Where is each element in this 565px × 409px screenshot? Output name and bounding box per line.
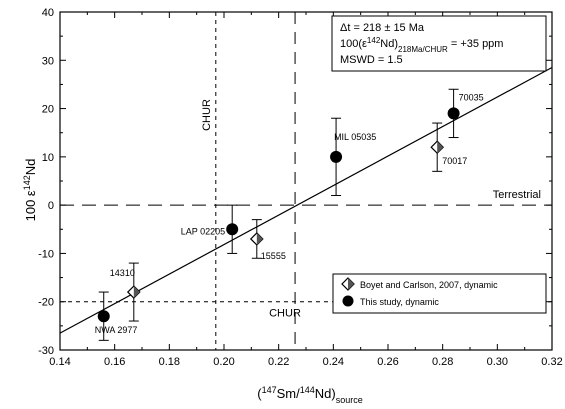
legend: Boyet and Carlson, 2007, dynamic This st… (333, 274, 546, 313)
x-tick-label: 0.32 (541, 356, 562, 368)
x-tick-label: 0.26 (377, 356, 398, 368)
data-point-circle (226, 223, 238, 235)
data-point-circle (448, 107, 460, 119)
data-point-label: 70035 (459, 92, 484, 102)
data-point-diamond-shade (437, 141, 443, 153)
chur-horizontal-label: CHUR (269, 308, 301, 320)
x-tick-label: 0.24 (323, 356, 344, 368)
legend-circle-icon (343, 296, 354, 307)
data-point-diamond-shade (257, 233, 263, 245)
data-point-label: 15555 (261, 251, 286, 261)
x-tick-label: 0.28 (432, 356, 453, 368)
legend-entry-this-study: This study, dynamic (360, 297, 439, 307)
x-tick-label: 0.16 (104, 356, 125, 368)
y-tick-label: 0 (48, 200, 54, 212)
y-tick-label: -30 (38, 345, 54, 357)
data-point-diamond-shade (134, 286, 140, 298)
x-tick-label: 0.30 (487, 356, 508, 368)
data-point-label: NWA 2977 (95, 325, 138, 335)
data-point-circle (98, 310, 110, 322)
annotation-line-3: MSWD = 1.5 (340, 54, 403, 66)
x-axis-title: (147Sm/144Nd)source (257, 385, 363, 404)
x-tick-label: 0.18 (159, 356, 180, 368)
legend-entry-boyet: Boyet and Carlson, 2007, dynamic (360, 280, 498, 290)
y-tick-label: 10 (42, 152, 54, 164)
x-tick-label: 0.22 (268, 356, 289, 368)
y-axis-title: 100 ε142Nd (22, 159, 38, 222)
y-tick-label: -20 (38, 297, 54, 309)
terrestrial-label: Terrestrial (493, 189, 541, 201)
data-point-circle (330, 151, 342, 163)
y-tick-label: -10 (38, 248, 54, 260)
data-point-label: 14310 (110, 268, 135, 278)
x-tick-label: 0.20 (213, 356, 234, 368)
data-point-label: LAP 02205 (181, 226, 225, 236)
x-tick-label: 0.14 (49, 356, 70, 368)
y-tick-label: 20 (42, 104, 54, 116)
data-point-label: 70017 (442, 156, 467, 166)
data-point-label: MIL 05035 (334, 132, 376, 142)
y-tick-label: 40 (42, 7, 54, 19)
annotation-line-1: Δt = 218 ± 15 Ma (340, 22, 425, 34)
y-tick-label: 30 (42, 55, 54, 67)
chur-vertical-label: CHUR (201, 99, 213, 131)
annotation-box: Δt = 218 ± 15 Ma 100(ε142Nd)218Ma/CHUR =… (332, 16, 546, 71)
